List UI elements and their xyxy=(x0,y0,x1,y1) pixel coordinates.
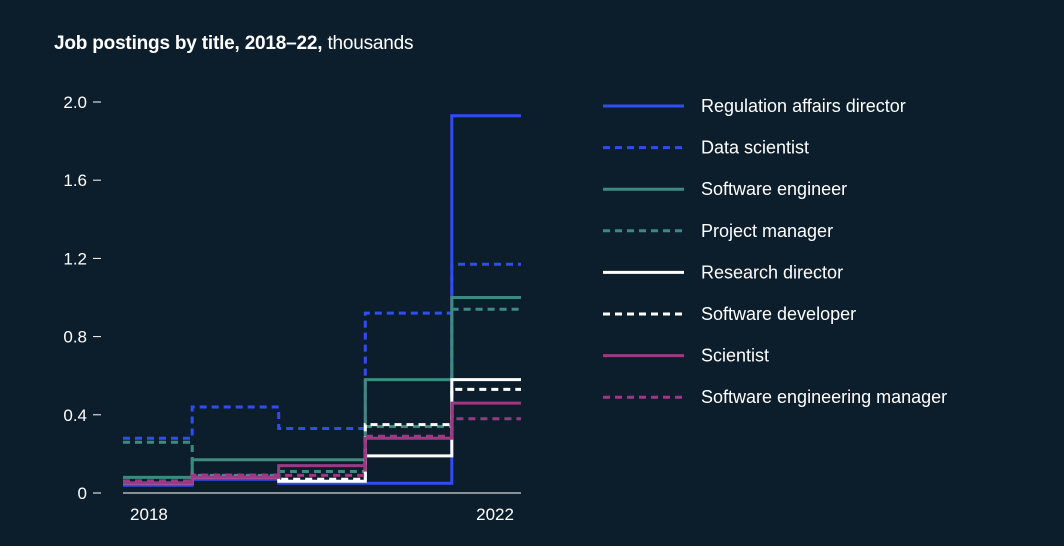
legend-label-regulation-affairs-director: Regulation affairs director xyxy=(701,96,906,116)
y-tick-label: 0.4 xyxy=(63,406,87,425)
legend-label-software-developer: Software developer xyxy=(701,304,856,324)
series-line-software-engineering-manager xyxy=(123,417,521,483)
y-tick-label: 0.8 xyxy=(63,328,87,347)
y-tick-label: 0 xyxy=(78,484,87,503)
legend-label-research-director: Research director xyxy=(701,262,843,282)
chart-title: Job postings by title, 2018–22, thousand… xyxy=(54,33,414,55)
series-line-research-director xyxy=(123,378,521,485)
chart-title-bold: Job postings by title, 2018–22, xyxy=(54,33,323,54)
y-tick-label: 2.0 xyxy=(63,93,87,112)
legend-label-scientist: Scientist xyxy=(701,346,769,366)
x-tick-label: 2018 xyxy=(130,505,168,524)
x-tick-label: 2022 xyxy=(476,505,514,524)
legend-label-software-engineer: Software engineer xyxy=(701,179,847,199)
legend-label-data-scientist: Data scientist xyxy=(701,138,809,158)
series-line-software-engineer xyxy=(123,296,521,479)
series-line-project-manager xyxy=(123,307,521,477)
x-axis: 2018 2022 xyxy=(123,492,521,524)
legend-label-software-engineering-manager: Software engineering manager xyxy=(701,387,947,407)
chart-title-unit: thousands xyxy=(327,33,414,54)
y-axis: 0 0.4 0.8 1.2 1.6 2.0 xyxy=(63,93,101,503)
series-line-scientist xyxy=(123,401,521,485)
legend: Regulation affairs director Data scientis… xyxy=(603,96,947,407)
series-line-regulation-affairs-director xyxy=(123,114,521,487)
series-lines xyxy=(123,114,521,487)
series-line-data-scientist xyxy=(123,262,521,440)
legend-label-project-manager: Project manager xyxy=(701,221,833,241)
y-tick-label: 1.6 xyxy=(63,171,87,190)
y-tick-label: 1.2 xyxy=(63,249,87,268)
